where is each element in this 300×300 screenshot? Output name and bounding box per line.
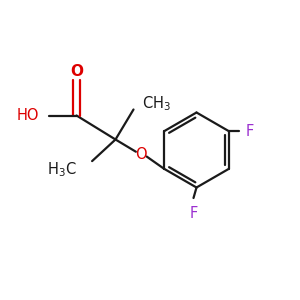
Text: F: F xyxy=(245,124,254,139)
Text: F: F xyxy=(189,206,198,220)
Text: HO: HO xyxy=(16,108,39,123)
Text: H$_3$C: H$_3$C xyxy=(47,160,77,179)
Text: CH$_3$: CH$_3$ xyxy=(142,94,172,113)
Text: O: O xyxy=(135,147,147,162)
Text: O: O xyxy=(70,64,83,80)
